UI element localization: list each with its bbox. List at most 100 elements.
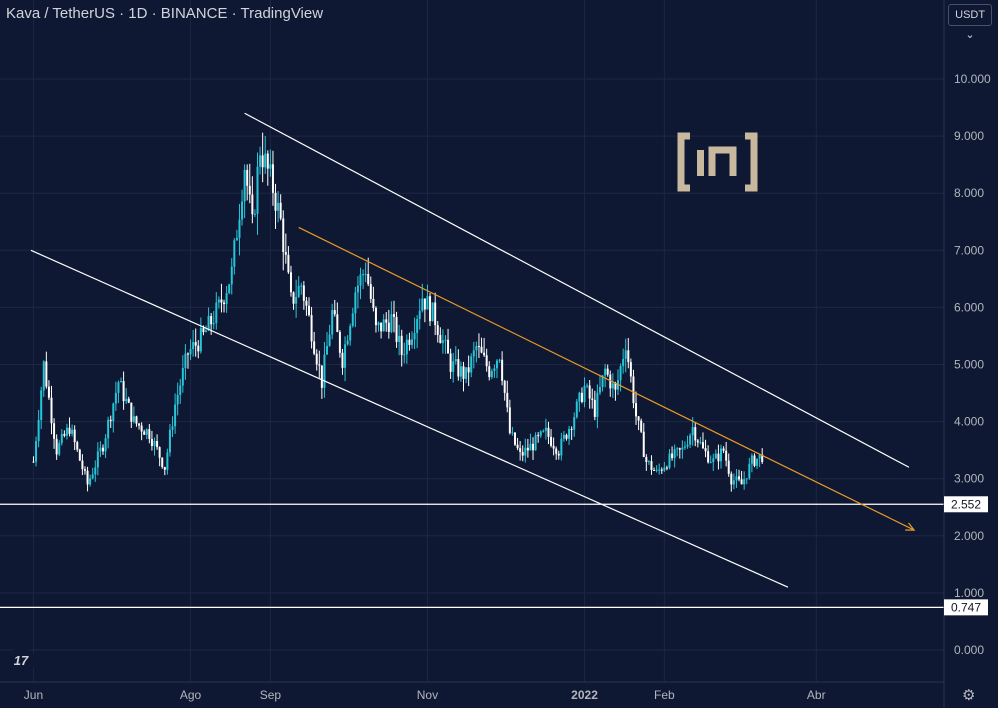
candle-body bbox=[310, 315, 313, 342]
candle-body bbox=[578, 392, 581, 402]
candle bbox=[707, 445, 710, 464]
candle-body bbox=[367, 273, 370, 285]
candle bbox=[601, 375, 604, 392]
candle bbox=[568, 425, 571, 445]
candle bbox=[86, 466, 89, 492]
candle bbox=[235, 229, 238, 241]
candle bbox=[261, 132, 264, 183]
candle-body bbox=[153, 441, 156, 446]
candle-body bbox=[253, 213, 256, 215]
candle bbox=[362, 269, 365, 290]
candle bbox=[96, 442, 99, 476]
candle-body bbox=[421, 298, 424, 311]
candle bbox=[109, 415, 112, 428]
candle-body bbox=[266, 153, 269, 169]
candle bbox=[359, 267, 362, 300]
candle bbox=[560, 432, 563, 461]
candle bbox=[624, 338, 627, 373]
candle-body bbox=[694, 427, 697, 441]
arrow-head-icon bbox=[905, 522, 916, 531]
candle-body bbox=[583, 385, 586, 402]
candle bbox=[614, 381, 617, 401]
candle bbox=[429, 292, 432, 327]
y-tick-label: 4.000 bbox=[954, 415, 984, 429]
candle-body bbox=[374, 307, 377, 326]
candle bbox=[89, 474, 92, 487]
candle bbox=[174, 393, 177, 434]
candle bbox=[130, 402, 133, 428]
gear-icon[interactable]: ⚙ bbox=[962, 687, 976, 704]
y-tick-label: 5.000 bbox=[954, 358, 984, 372]
candle bbox=[166, 448, 169, 475]
candle bbox=[372, 286, 375, 312]
candle-body bbox=[326, 345, 329, 355]
quote-currency-button[interactable]: USDT ⌄ bbox=[948, 4, 992, 41]
candle bbox=[35, 436, 38, 467]
candle bbox=[341, 348, 344, 375]
candle-body bbox=[557, 453, 560, 456]
descending-resistance-line[interactable] bbox=[298, 226, 915, 531]
candle bbox=[681, 440, 684, 459]
candle-body bbox=[179, 385, 182, 395]
candle bbox=[179, 378, 182, 404]
candle bbox=[565, 433, 568, 441]
candle-body bbox=[676, 448, 679, 450]
candle-body bbox=[132, 416, 135, 422]
candle bbox=[547, 421, 550, 445]
candle-body bbox=[508, 407, 511, 434]
candle-body bbox=[96, 451, 99, 468]
candle bbox=[192, 330, 195, 357]
candle-body bbox=[217, 299, 220, 303]
candle-body bbox=[171, 426, 174, 430]
trend-lines[interactable] bbox=[30, 112, 916, 588]
candle bbox=[627, 337, 630, 369]
quote-currency-label: USDT bbox=[955, 9, 985, 21]
candle bbox=[102, 444, 104, 455]
channel-upper-line[interactable] bbox=[244, 112, 910, 468]
candle bbox=[542, 429, 545, 433]
candle bbox=[457, 349, 460, 381]
candle-body bbox=[156, 441, 159, 448]
candle-body bbox=[598, 386, 601, 393]
candle-body bbox=[284, 251, 287, 255]
candle-body bbox=[143, 431, 146, 435]
candle-body bbox=[735, 476, 738, 481]
candle-body bbox=[640, 420, 643, 432]
candle bbox=[475, 341, 478, 363]
candle bbox=[609, 370, 612, 397]
channel-lower-line[interactable] bbox=[30, 249, 789, 588]
candle bbox=[153, 437, 156, 456]
candle bbox=[76, 440, 79, 452]
candle-body bbox=[184, 353, 187, 369]
candle bbox=[83, 466, 86, 475]
candle bbox=[727, 453, 730, 477]
candle-body bbox=[611, 383, 614, 389]
candle-body bbox=[269, 164, 272, 169]
candle-body bbox=[606, 368, 609, 375]
candle-body bbox=[264, 153, 267, 168]
candle-body bbox=[485, 355, 488, 367]
candle bbox=[570, 426, 573, 440]
candle-body bbox=[717, 453, 720, 462]
candle bbox=[68, 417, 71, 437]
candle bbox=[156, 434, 159, 450]
candle-body bbox=[604, 368, 607, 376]
time-axis[interactable]: Jun Ago Sep Nov 2022 Feb Abr bbox=[24, 688, 826, 702]
tradingview-logo[interactable]: 17 bbox=[6, 648, 36, 674]
candle bbox=[356, 276, 359, 309]
candle-body bbox=[452, 361, 455, 372]
candle-body bbox=[480, 346, 483, 353]
candle bbox=[197, 340, 200, 359]
candle-body bbox=[176, 394, 179, 405]
candle-body bbox=[444, 339, 447, 341]
price-axis[interactable]: 0.000 1.000 2.000 3.000 4.000 5.000 6.000 7.000… bbox=[944, 72, 991, 657]
candle bbox=[251, 176, 254, 224]
candle bbox=[539, 430, 542, 438]
candle bbox=[544, 418, 547, 440]
candle-body bbox=[635, 403, 638, 417]
candle-body bbox=[465, 367, 468, 379]
candle bbox=[374, 306, 377, 333]
candle bbox=[45, 351, 48, 389]
candle-body bbox=[516, 444, 519, 449]
